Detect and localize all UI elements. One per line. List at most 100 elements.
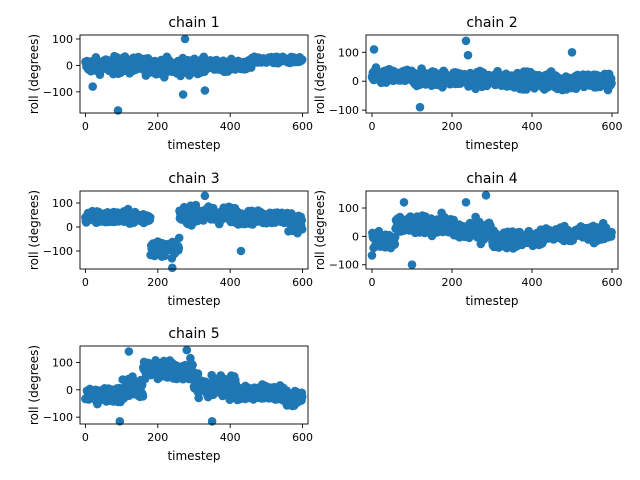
y-tick-label: 100 bbox=[52, 197, 73, 210]
subplot-title: chain 2 bbox=[466, 15, 517, 31]
data-point-outlier bbox=[182, 345, 192, 355]
y-tick-label: −100 bbox=[43, 245, 73, 258]
subplot-chain-4: 0 200 400 600 −100 0 100 chain 4 timestep roll (d… bbox=[313, 171, 623, 308]
x-tick-label: 0 bbox=[82, 431, 89, 444]
y-axis-label: roll (degrees) bbox=[27, 190, 41, 270]
x-axis-label: timestep bbox=[167, 449, 220, 463]
data-point-outlier bbox=[461, 36, 471, 46]
x-axis-label: timestep bbox=[465, 138, 518, 152]
subplot-title: chain 5 bbox=[168, 326, 219, 342]
data-point bbox=[193, 369, 203, 378]
axes-frame bbox=[79, 345, 309, 425]
scatter-points bbox=[81, 191, 307, 273]
y-tick-label: 0 bbox=[352, 75, 359, 88]
x-tick-label: 0 bbox=[82, 120, 89, 133]
x-tick-label: 200 bbox=[147, 276, 168, 289]
x-tick-label: 0 bbox=[369, 276, 376, 289]
x-tick-label: 200 bbox=[147, 431, 168, 444]
data-point bbox=[199, 52, 209, 62]
axes-frame bbox=[79, 190, 309, 270]
scatter-points bbox=[81, 345, 307, 426]
subplot-title: chain 4 bbox=[466, 171, 517, 187]
data-point bbox=[607, 79, 616, 88]
x-tick-label: 400 bbox=[220, 431, 241, 444]
data-point-outlier bbox=[236, 246, 246, 256]
data-point-outlier bbox=[113, 106, 123, 115]
x-tick-label: 600 bbox=[292, 431, 313, 444]
y-tick-label: 0 bbox=[352, 230, 359, 243]
x-tick-label: 200 bbox=[442, 120, 463, 133]
data-point bbox=[174, 243, 184, 253]
data-point bbox=[367, 251, 377, 260]
data-point-outlier bbox=[180, 34, 190, 44]
y-tick-label: −100 bbox=[329, 104, 359, 117]
axes-frame bbox=[365, 190, 619, 270]
x-tick-label: 400 bbox=[220, 276, 241, 289]
data-point-outlier bbox=[481, 191, 491, 200]
subplot-chain-3: 0 200 400 600 −100 0 100 chain 3 timestep roll (d… bbox=[27, 171, 313, 308]
subplot-chain-5: 0 200 400 600 −100 0 100 chain 5 timestep roll (d… bbox=[27, 326, 313, 463]
data-point bbox=[297, 392, 307, 401]
x-tick-label: 600 bbox=[292, 276, 313, 289]
data-point-outlier bbox=[369, 45, 379, 54]
data-point-outlier bbox=[124, 347, 134, 356]
x-tick-label: 400 bbox=[522, 120, 543, 133]
data-point bbox=[194, 393, 203, 403]
data-point bbox=[607, 227, 616, 237]
x-axis-label: timestep bbox=[167, 294, 220, 308]
data-point bbox=[138, 392, 148, 401]
scatter-points bbox=[367, 36, 616, 112]
y-axis-label: roll (degrees) bbox=[313, 34, 327, 114]
y-tick-label: −100 bbox=[329, 259, 359, 272]
axes-frame bbox=[79, 34, 309, 114]
x-tick-label: 0 bbox=[82, 276, 89, 289]
data-point-outlier bbox=[407, 260, 417, 270]
data-point-outlier bbox=[168, 263, 177, 273]
y-tick-label: 100 bbox=[338, 202, 359, 215]
data-point-outlier bbox=[415, 102, 425, 112]
data-point-outlier bbox=[200, 191, 210, 201]
y-tick-label: 0 bbox=[66, 59, 73, 72]
x-tick-label: 400 bbox=[522, 276, 543, 289]
y-tick-label: −100 bbox=[43, 411, 73, 424]
data-point bbox=[297, 225, 307, 234]
x-tick-label: 600 bbox=[602, 276, 623, 289]
y-tick-label: 100 bbox=[338, 46, 359, 59]
data-point-outlier bbox=[463, 50, 473, 60]
x-axis-label: timestep bbox=[465, 294, 518, 308]
data-point bbox=[145, 213, 155, 222]
y-axis-label: roll (degrees) bbox=[27, 345, 41, 425]
data-point-outlier bbox=[461, 198, 471, 207]
y-axis-label: roll (degrees) bbox=[27, 34, 41, 114]
data-point-outlier bbox=[567, 48, 577, 57]
y-tick-label: 0 bbox=[66, 221, 73, 234]
y-tick-label: 0 bbox=[66, 384, 73, 397]
data-point bbox=[297, 215, 307, 225]
data-point bbox=[390, 232, 400, 242]
scatter-points bbox=[367, 191, 616, 270]
subplot-title: chain 1 bbox=[168, 15, 219, 31]
subplot-title: chain 3 bbox=[168, 171, 219, 187]
x-tick-label: 400 bbox=[220, 120, 241, 133]
data-point-outlier bbox=[88, 82, 97, 91]
data-point-outlier bbox=[200, 86, 210, 95]
x-tick-label: 200 bbox=[442, 276, 463, 289]
data-point-outlier bbox=[399, 198, 409, 207]
data-point-outlier bbox=[115, 417, 125, 426]
x-tick-label: 200 bbox=[147, 120, 168, 133]
subplot-chain-1: 0 200 400 600 −100 0 100 chain 1 timestep roll (d… bbox=[27, 15, 313, 152]
data-point-outlier bbox=[207, 417, 217, 426]
data-point bbox=[390, 239, 400, 249]
x-tick-label: 600 bbox=[602, 120, 623, 133]
y-tick-label: 100 bbox=[52, 356, 73, 369]
axes-frame bbox=[365, 34, 619, 114]
scatter-points bbox=[81, 34, 307, 115]
data-point bbox=[174, 233, 184, 243]
data-point bbox=[297, 55, 307, 64]
x-axis-label: timestep bbox=[167, 138, 220, 152]
x-tick-label: 600 bbox=[292, 120, 313, 133]
data-point bbox=[188, 360, 197, 370]
x-tick-label: 0 bbox=[369, 120, 376, 133]
data-point-outlier bbox=[178, 90, 188, 99]
